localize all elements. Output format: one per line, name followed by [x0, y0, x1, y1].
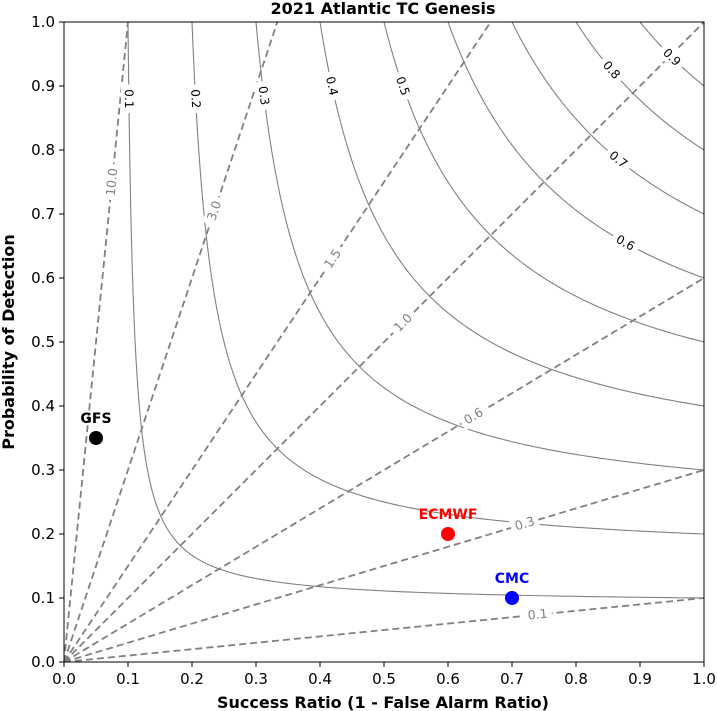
y-axis-label: Probability of Detection: [0, 234, 18, 450]
label-background: [387, 307, 419, 339]
bias-line-value: 0.3: [513, 513, 536, 533]
y-axis-ticks: 0.0 0.1 0.2 0.3 0.4 0.5 0.6 0.7 0.8 0.9 1.0: [31, 13, 64, 671]
bias-line-value: 0.1: [527, 606, 548, 623]
csi-contour-value: 0.3: [256, 85, 272, 106]
bias-line: [64, 277, 704, 662]
bias-line-value: 10.0: [103, 167, 121, 196]
label-background: [602, 144, 635, 175]
csi-contours: [127, 22, 704, 599]
label-background: [522, 605, 553, 624]
y-tick-label: 0.1: [31, 589, 55, 607]
x-axis-label: Success Ratio (1 - False Alarm Ratio): [217, 693, 549, 711]
x-tick-label: 1.0: [692, 670, 716, 688]
csi-contour-label: 0.4: [321, 70, 343, 102]
csi-contour-line: [255, 22, 704, 471]
bias-line-label: 0.1: [522, 605, 553, 624]
csi-contour-line: [447, 22, 704, 279]
bias-line: [64, 22, 492, 662]
label-background: [656, 41, 688, 73]
bias-line-label: 1.5: [318, 242, 348, 276]
label-background: [102, 163, 122, 201]
y-tick-label: 1.0: [31, 13, 55, 31]
label-background: [596, 53, 627, 87]
label-background: [321, 70, 343, 102]
x-tick-label: 0.4: [308, 670, 332, 688]
bias-line: [64, 597, 704, 662]
csi-contour-value: 0.5: [393, 75, 412, 98]
bias-line-label: 10.0: [102, 163, 122, 201]
bias-lines: [64, 22, 704, 662]
data-point-ecmwf: [441, 527, 455, 541]
x-tick-label: 0.2: [180, 670, 204, 688]
csi-contour-label: 0.2: [186, 84, 205, 114]
csi-contour-line: [575, 22, 704, 151]
label-background: [202, 194, 227, 227]
label-background: [318, 242, 348, 276]
y-tick-label: 0.4: [31, 397, 55, 415]
bias-line-labels: 0.10.30.61.01.53.010.0: [102, 163, 553, 624]
y-tick-label: 0.9: [31, 77, 55, 95]
y-tick-label: 0.7: [31, 205, 55, 223]
csi-contour-label: 0.8: [596, 53, 627, 87]
y-tick-label: 0.2: [31, 525, 55, 543]
x-tick-label: 0.3: [244, 670, 268, 688]
forecast-points: GFS ECMWF CMC: [80, 411, 529, 605]
csi-contour-line: [127, 22, 704, 599]
csi-contour-line: [383, 22, 704, 343]
data-point-cmc: [505, 591, 519, 605]
y-tick-label: 0.5: [31, 333, 55, 351]
csi-contour-line: [191, 22, 704, 535]
label-background: [457, 402, 490, 431]
csi-contour-label: 0.1: [120, 84, 138, 114]
label-background: [609, 228, 642, 257]
label-background: [508, 512, 541, 536]
csi-contour-value: 0.1: [122, 89, 136, 108]
csi-contour-label: 0.5: [390, 69, 416, 103]
csi-contour-labels: 0.1 0.2 0.3 0.4 0.50.60.70.80.9: [120, 41, 688, 257]
label-background: [120, 84, 138, 114]
y-tick-label: 0.6: [31, 269, 55, 287]
bias-line-label: 3.0: [202, 194, 227, 227]
data-point-label: ECMWF: [419, 507, 478, 523]
csi-contour-value: 0.4: [323, 75, 341, 97]
x-tick-label: 0.8: [564, 670, 588, 688]
y-tick-label: 0.8: [31, 141, 55, 159]
label-background: [186, 84, 205, 114]
bias-line: [64, 22, 704, 662]
data-point-label: GFS: [80, 411, 111, 427]
csi-contour-line: [319, 22, 704, 407]
x-tick-label: 0.6: [436, 670, 460, 688]
bias-line-label: 0.6: [457, 402, 490, 431]
csi-contour-value: 0.2: [188, 89, 203, 109]
y-tick-label: 0.3: [31, 461, 55, 479]
bias-line-value: 3.0: [204, 199, 225, 223]
csi-contour-label: 0.3: [254, 80, 274, 111]
label-background: [254, 80, 274, 111]
chart-title: 2021 Atlantic TC Genesis: [271, 0, 496, 18]
data-point-gfs: [89, 431, 103, 445]
label-background: [390, 69, 416, 103]
y-tick-label: 0.0: [31, 653, 55, 671]
bias-line: [64, 22, 129, 662]
bias-line: [64, 22, 279, 662]
x-tick-label: 0.0: [52, 670, 76, 688]
x-tick-label: 0.9: [628, 670, 652, 688]
bias-line: [64, 469, 704, 662]
x-tick-label: 0.1: [116, 670, 140, 688]
bias-line-label: 0.3: [508, 512, 541, 536]
csi-contour-label: 0.6: [609, 228, 642, 257]
x-tick-label: 0.7: [500, 670, 524, 688]
x-axis-ticks: 0.0 0.1 0.2 0.3 0.4 0.5 0.6 0.7 0.8 0.9 1.0: [52, 662, 716, 688]
x-tick-label: 0.5: [372, 670, 396, 688]
csi-contour-label: 0.7: [602, 144, 635, 175]
data-point-label: CMC: [495, 571, 529, 587]
